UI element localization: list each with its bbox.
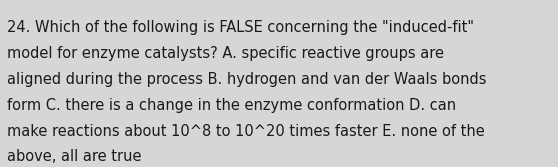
Text: 24. Which of the following is FALSE concerning the "induced-fit": 24. Which of the following is FALSE conc… xyxy=(7,20,474,35)
Text: model for enzyme catalysts? A. specific reactive groups are: model for enzyme catalysts? A. specific … xyxy=(7,46,444,61)
Text: above, all are true: above, all are true xyxy=(7,149,142,164)
Text: aligned during the process B. hydrogen and van der Waals bonds: aligned during the process B. hydrogen a… xyxy=(7,72,487,87)
Text: make reactions about 10^8 to 10^20 times faster E. none of the: make reactions about 10^8 to 10^20 times… xyxy=(7,124,485,139)
Text: form C. there is a change in the enzyme conformation D. can: form C. there is a change in the enzyme … xyxy=(7,98,456,113)
